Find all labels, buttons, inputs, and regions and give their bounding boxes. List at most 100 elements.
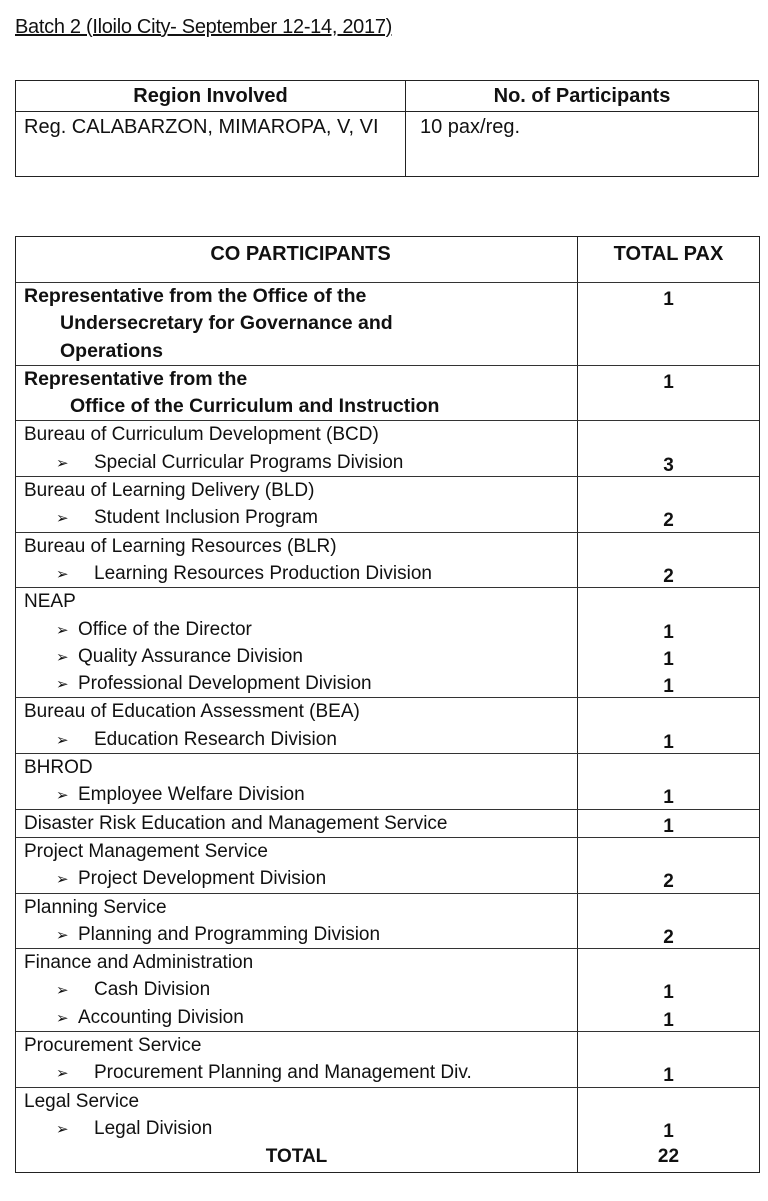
arrowhead-bullet-icon: ➢ [56,787,69,805]
table-row: Representative from the Office of the Cur… [16,365,759,422]
unit-heading: Bureau of Curriculum Development (BCD) [24,421,577,448]
participant-cell: Project Management Service ➢ Project Devel… [16,837,578,893]
region-table: Region Involved No. of Participants Reg.… [15,80,759,177]
unit-heading-bold: Undersecretary for Governance and [24,310,577,337]
pax-value [578,533,759,560]
line-text: Bureau of Learning Delivery (BLD) [24,480,315,502]
line-text: Undersecretary for Governance and [60,312,393,335]
pax-cell: 3 [578,421,759,476]
arrowhead-bullet-icon: ➢ [56,454,69,472]
line-text: Learning Resources Production Division [94,562,432,584]
pax-cell: 2 [578,477,759,532]
participant-cell: Bureau of Learning Delivery (BLD) ➢ Studen… [16,477,578,532]
pax-value: 1 [663,371,674,393]
line-text: Office of the Curriculum and Instruction [70,395,440,418]
unit-heading: Legal Service [24,1088,577,1115]
line-text: Accounting Division [78,1006,244,1028]
line-text: Operations [60,339,163,362]
pax-cell: 1 [578,754,759,809]
line-text: Special Curricular Programs Division [94,451,404,473]
region-table-row: Reg. CALABARZON, MIMAROPA, V, VI 10 pax/… [16,112,758,176]
line-text: Office of the Director [78,618,252,640]
pax-value: 1 [663,676,674,698]
pax-cell: 2 [578,838,759,893]
sub-item: ➢ Project Development Division [24,865,577,892]
co-table-header: CO PARTICIPANTS TOTAL PAX [16,237,759,283]
table-row: Project Management Service ➢ Project Devel… [16,837,759,894]
table-row: NEAP ➢ Office of the Director ➢ Quality Assu… [16,588,759,699]
participant-cell: BHROD ➢ Employee Welfare Division [16,754,578,809]
co-table-body: Representative from the Office of the Und… [16,283,759,1143]
pax-cell: 1 [578,283,759,365]
pax-value: 1 [663,648,674,670]
line-text: Bureau of Learning Resources (BLR) [24,535,337,557]
pax-cell: 1 [578,1088,759,1143]
unit-heading: Planning Service [24,894,577,921]
table-row: Legal Service ➢ Legal Division 1 [16,1087,759,1143]
participant-cell: Representative from the Office of the Und… [16,283,578,365]
line-text: Project Management Service [24,840,268,862]
participant-cell: Legal Service ➢ Legal Division [16,1087,578,1143]
sub-item: ➢ Education Research Division [24,726,577,753]
unit-heading: Finance and Administration [24,949,577,976]
pax-cell: 1 [578,810,759,837]
line-text: Procurement Service [24,1035,202,1057]
sub-item: ➢ Employee Welfare Division [24,781,577,808]
sub-item: ➢ Special Curricular Programs Division [24,449,577,476]
sub-item: ➢ Legal Division [24,1115,577,1142]
unit-heading: Bureau of Learning Delivery (BLD) [24,477,577,504]
header-participants: No. of Participants [493,85,671,107]
pax-cell: 1 [578,366,759,421]
sub-item: ➢ Planning and Programming Division [24,921,577,948]
arrowhead-bullet-icon: ➢ [56,731,69,749]
total-value: 22 [657,1146,680,1168]
co-participants-table: CO PARTICIPANTS TOTAL PAX Representative… [15,236,760,1174]
sub-item: ➢ Accounting Division [24,1004,577,1031]
unit-heading-bold: Office of the Curriculum and Instruction [24,393,577,420]
pax-value: 2 [663,926,674,948]
header-co-participants: CO PARTICIPANTS [16,237,578,282]
pax-cell: 1 [578,698,759,753]
table-row: BHROD ➢ Employee Welfare Division 1 [16,754,759,810]
arrowhead-bullet-icon: ➢ [56,1009,69,1027]
line-text: Project Development Division [78,868,327,890]
pax-value: 1 [663,1120,674,1142]
total-row: TOTAL 22 [16,1142,759,1173]
line-text: Disaster Risk Education and Management S… [24,812,448,834]
pax-value: 1 [663,787,674,809]
pax-value [578,393,759,420]
line-text: Quality Assurance Division [78,645,303,667]
pax-cell: 1 1 1 [578,588,759,698]
table-row: Planning Service ➢ Planning and Programmin… [16,893,759,950]
sub-item: ➢ Student Inclusion Program [24,504,577,531]
pax-cell: 2 [578,894,759,949]
header-total-pax: TOTAL PAX [613,243,724,265]
pax-value [578,698,759,725]
pax-value: 1 [663,1065,674,1087]
sub-item: ➢ Office of the Director [24,616,577,643]
pax-value: 3 [663,454,674,476]
table-row: Bureau of Curriculum Development (BCD) ➢ S… [16,421,759,478]
region-table-header: Region Involved No. of Participants [16,81,758,112]
line-text: Bureau of Education Assessment (BEA) [24,701,360,723]
arrowhead-bullet-icon: ➢ [56,676,69,694]
pax-value: 2 [663,565,674,587]
arrowhead-bullet-icon: ➢ [56,621,69,639]
pax-value [578,838,759,865]
unit-heading-bold: Representative from the Office of the [24,283,577,310]
participant-cell: Bureau of Education Assessment (BEA) ➢ Edu… [16,698,578,754]
unit-heading-bold: Operations [24,338,577,365]
line-text: Representative from the [24,367,248,390]
pax-value: 1 [663,289,674,310]
participant-cell: Disaster Risk Education and Management S… [16,809,578,837]
participant-cell: Representative from the Office of the Cur… [16,365,578,421]
pax-value: 1 [663,982,674,1004]
sub-item: ➢ Cash Division [24,976,577,1003]
participant-cell: Planning Service ➢ Planning and Programmin… [16,893,578,949]
header-region: Region Involved [16,81,406,111]
arrowhead-bullet-icon: ➢ [56,510,69,528]
arrowhead-bullet-icon: ➢ [56,926,69,944]
line-text: Procurement Planning and Management Div. [94,1062,472,1084]
pax-cell: 2 [578,533,759,588]
unit-heading: Bureau of Learning Resources (BLR) [24,533,577,560]
